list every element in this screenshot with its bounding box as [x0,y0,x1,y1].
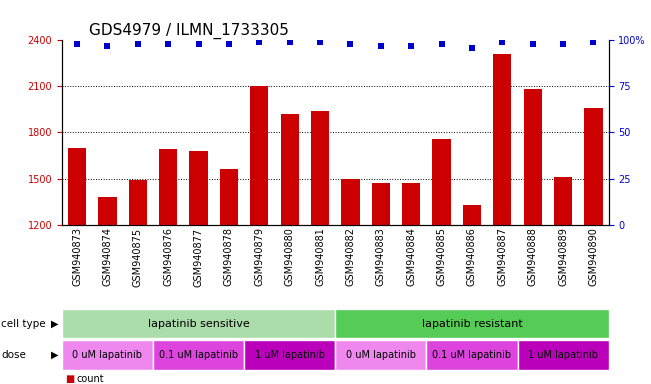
Bar [432,139,450,225]
Bar [335,309,609,338]
Bar [68,148,86,225]
Point [315,39,326,45]
Text: 0 uM lapatinib: 0 uM lapatinib [72,350,143,360]
Bar [341,179,359,225]
Text: 1 uM lapatinib: 1 uM lapatinib [255,350,325,360]
Bar [311,111,329,225]
Text: ▶: ▶ [51,319,59,329]
Point [72,41,82,47]
Text: 1 uM lapatinib: 1 uM lapatinib [528,350,598,360]
Bar [463,205,481,225]
Text: dose: dose [1,350,26,360]
Point [467,45,477,51]
Bar [250,86,268,225]
Text: lapatinib resistant: lapatinib resistant [422,319,522,329]
Bar [518,341,609,370]
Point [133,41,143,47]
Bar [153,341,244,370]
Bar [62,309,335,338]
Text: lapatinib sensitive: lapatinib sensitive [148,319,249,329]
Point [102,43,113,49]
Point [527,41,538,47]
Bar [335,341,426,370]
Bar [493,54,512,225]
Point [376,43,386,49]
Text: 0.1 uM lapatinib: 0.1 uM lapatinib [432,350,512,360]
Bar [98,197,117,225]
Bar [402,183,421,225]
Bar [426,341,518,370]
Point [436,41,447,47]
Point [224,41,234,47]
Bar [372,183,390,225]
Bar [281,114,299,225]
Text: ▶: ▶ [51,350,59,360]
Text: count: count [77,374,104,384]
Bar [244,341,335,370]
Text: 0.1 uM lapatinib: 0.1 uM lapatinib [159,350,238,360]
Bar [523,89,542,225]
Point [284,39,295,45]
Bar [62,341,153,370]
Point [345,41,355,47]
Bar [129,180,147,225]
Bar [220,169,238,225]
Point [497,39,508,45]
Text: 0 uM lapatinib: 0 uM lapatinib [346,350,416,360]
Point [193,41,204,47]
Point [558,41,568,47]
Point [254,39,264,45]
Point [163,41,173,47]
Text: ■: ■ [65,374,74,384]
Text: GDS4979 / ILMN_1733305: GDS4979 / ILMN_1733305 [89,23,289,39]
Bar [159,149,177,225]
Point [406,43,417,49]
Bar [189,151,208,225]
Bar [554,177,572,225]
Point [589,39,599,45]
Text: cell type: cell type [1,319,46,329]
Bar [585,108,603,225]
